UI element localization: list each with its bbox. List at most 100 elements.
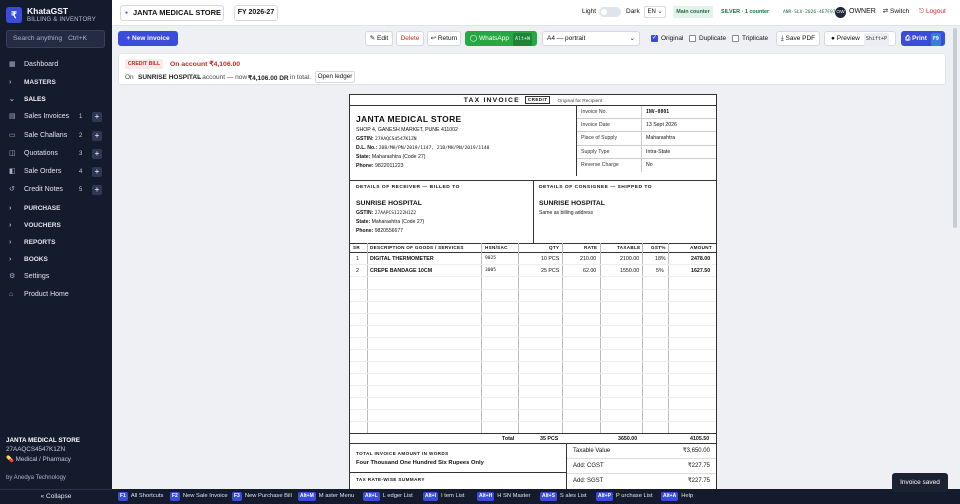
counter-badge: Main counter (673, 6, 713, 18)
shortcut-new-purchase[interactable]: F3 New Purchase Bill (232, 492, 292, 501)
shortcut-number: 3 (79, 150, 83, 157)
empty-row-line (350, 325, 716, 326)
shortcut-number: 1 (79, 114, 83, 121)
sidebar-section-label: PURCHASE (24, 204, 61, 212)
sidebar-item-label: Dashboard (24, 61, 59, 68)
fy-selector[interactable]: FY 2026-27 (234, 5, 278, 21)
shortcut-all[interactable]: F1 All Shortcuts (118, 492, 164, 501)
switch-button[interactable]: ⇄ Switch (882, 8, 910, 15)
column-divider (562, 243, 563, 443)
chevron-right-icon: › (9, 221, 12, 229)
empty-row-line (350, 397, 716, 398)
shortcut-item-list[interactable]: Alt+I I tem List (423, 492, 465, 501)
shortcut-sales-list[interactable]: Alt+S S ales List (540, 492, 587, 501)
sidebar-item-label: Product Home (24, 291, 69, 299)
sidebar-item-dashboard[interactable]: ▦ Dashboard (0, 56, 112, 74)
sidebar-section-books[interactable]: › BOOKS (0, 251, 112, 268)
preview-button[interactable]: ● Preview Shift+P (824, 31, 896, 46)
shortcut-bar: F1 All Shortcuts F2 New Sale Invoice F3 New… (112, 489, 960, 504)
triplicate-checkbox[interactable] (732, 35, 739, 42)
save-pdf-button[interactable]: ⤓ Save PDF (776, 31, 820, 46)
credit-note-icon: ↺ (9, 186, 15, 194)
original-checkbox[interactable] (651, 34, 658, 42)
company-selector[interactable]: JANTA MEDICAL STORE (120, 5, 224, 21)
new-invoice-button[interactable]: + New invoice (118, 31, 178, 46)
paper-size-select[interactable]: A4 — portrait ⌄ (542, 31, 640, 46)
return-button[interactable]: ↩ Return (427, 31, 461, 46)
column-divider (642, 243, 643, 443)
triplicate-label: Triplicate (742, 35, 769, 42)
sidebar-section-sales[interactable]: ⌄ SALES (0, 91, 112, 108)
add-icon[interactable]: + (92, 112, 102, 123)
theme-light-label: Light (582, 8, 597, 15)
sidebar-item-product-home[interactable]: ⌂ Product Home (0, 286, 112, 304)
whatsapp-button[interactable]: ◯ WhatsApp Alt+W (465, 31, 537, 46)
open-ledger-button[interactable]: Open ledger (315, 71, 355, 83)
company-info: JANTA MEDICAL STORE 27AAQCS4547K1ZN 💊 Me… (6, 437, 106, 463)
toast-notification: Invoice saved (892, 473, 948, 492)
cart-icon: ◧ (9, 168, 16, 176)
language-select[interactable]: EN ⌄ (644, 6, 666, 18)
sidebar-section-reports[interactable]: › REPORTS (0, 234, 112, 251)
duplicate-checkbox[interactable] (689, 35, 696, 42)
sidebar-item-quotations[interactable]: ◫ Quotations 3 + (0, 145, 112, 163)
chevron-right-icon: › (9, 79, 12, 87)
sidebar-item-settings[interactable]: ⚙ Settings (0, 268, 112, 286)
column-header: TAXABLE (617, 245, 641, 250)
shortcut-hsn-master[interactable]: Alt+H H SN Master (477, 492, 531, 501)
meta-row: Invoice Date 13 Sept 2026 (577, 119, 716, 133)
sidebar-section-masters[interactable]: › MASTERS (0, 74, 112, 91)
seller-block: JANTA MEDICAL STORE SHOP 4, GANESH MARKE… (356, 114, 571, 169)
sidebar-item-sale-challans[interactable]: ▭ Sale Challans 2 + (0, 127, 112, 145)
invoice-preview: TAX INVOICE CREDIT Original for Recipien… (349, 94, 717, 490)
app-name: KhataGST (27, 6, 69, 16)
shortcut-help[interactable]: Alt+A Help (661, 492, 694, 501)
scrollbar-thumb[interactable] (953, 28, 957, 228)
logout-button[interactable]: ⎋ Logout (919, 8, 946, 15)
shortcut-new-sale[interactable]: F2 New Sale Invoice (170, 492, 228, 501)
empty-row-line (350, 337, 716, 338)
sidebar-section-label: SALES (24, 96, 46, 104)
add-icon[interactable]: + (92, 167, 102, 178)
sidebar-item-sales-invoices[interactable]: ▤ Sales Invoices 1 + (0, 108, 112, 126)
invoice-icon: ▤ (9, 113, 16, 121)
licence-label: SILVER · 1 counter (721, 9, 770, 15)
duplicate-label: Duplicate (699, 35, 727, 42)
add-icon[interactable]: + (92, 148, 102, 159)
sidebar-item-label: Sale Challans (24, 131, 68, 139)
quotation-icon: ◫ (9, 149, 16, 157)
on-account-amount: On account ₹4,106.00 (170, 61, 241, 68)
search-input[interactable]: Search anything Ctrl+K (6, 30, 105, 48)
sidebar-item-sale-orders[interactable]: ◧ Sale Orders 4 + (0, 163, 112, 181)
empty-row-line (350, 421, 716, 422)
empty-row-line (350, 373, 716, 374)
sidebar-item-credit-notes[interactable]: ↺ Credit Notes 5 + (0, 181, 112, 199)
invoice-toolbar: + New invoice ✎ Edit Delete ↩ Return ◯ W… (112, 27, 960, 51)
shortcut-ledger-list[interactable]: Alt+L L edger List (363, 492, 413, 501)
amount-in-words-label: TOTAL INVOICE AMOUNT IN WORDS (356, 451, 449, 456)
brand[interactable]: ₹ KhataGST BILLING & INVENTORY (6, 5, 106, 27)
column-header: AMOUNT (690, 245, 712, 250)
chevron-right-icon: › (9, 238, 12, 246)
column-header: QTY (549, 245, 560, 250)
sidebar-section-vouchers[interactable]: › VOUCHERS (0, 217, 112, 234)
sidebar-section-purchase[interactable]: › PURCHASE (0, 200, 112, 217)
ledger-party: SUNRISE HOSPITAL (138, 74, 202, 81)
edit-button[interactable]: ✎ Edit (365, 31, 393, 46)
print-button[interactable]: ⎙ Print F9 (901, 31, 945, 46)
theme-toggle[interactable] (599, 7, 621, 17)
search-shortcut: Ctrl+K (68, 35, 88, 42)
collapse-button[interactable]: « Collapse (0, 489, 112, 504)
divider (533, 180, 534, 243)
avatar[interactable]: OW (835, 7, 846, 18)
scrollbar[interactable] (952, 28, 958, 488)
empty-row-line (350, 409, 716, 410)
shortcut-master-menu[interactable]: Alt+M M aster Menu (298, 492, 355, 501)
tax-summary-label: TAX RATE-WISE SUMMARY (356, 477, 425, 482)
add-icon[interactable]: + (92, 130, 102, 141)
add-icon[interactable]: + (92, 185, 102, 196)
delete-button[interactable]: Delete (396, 31, 424, 46)
shortcut-purchase-list[interactable]: Alt+P P urchase List (596, 492, 653, 501)
sidebar-section-label: MASTERS (24, 79, 56, 87)
gear-icon: ⚙ (9, 272, 16, 280)
